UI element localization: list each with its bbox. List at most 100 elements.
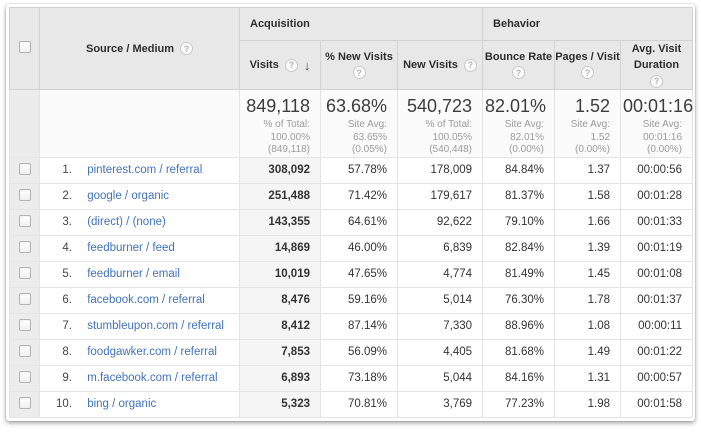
row-checkbox[interactable]	[18, 240, 31, 253]
avg-duration-cell: 00:01:19	[620, 234, 694, 262]
column-header-bounce-rate[interactable]: Bounce Rate ?	[482, 40, 556, 90]
pages-visit-cell: 1.08	[554, 312, 622, 340]
pct-new-visits-cell: 56.09%	[320, 338, 398, 366]
totals-row: 849,118 % of Total: 100.00% (849,118) 63…	[9, 89, 694, 158]
help-icon[interactable]: ?	[512, 66, 526, 79]
totals-avg-duration-cell: 00:01:16 Site Avg: 00:01:16 (0.00%)	[620, 89, 694, 158]
totals-visits-cell: 849,118 % of Total: 100.00% (849,118)	[239, 89, 321, 158]
bounce-rate-cell: 84.16%	[482, 364, 556, 392]
table-row: 5. feedburner / email 10,019 47.65% 4,77…	[9, 260, 694, 288]
source-medium-cell: 3. (direct) / (none)	[39, 208, 240, 236]
row-rank: 3.	[62, 216, 72, 228]
source-medium-link[interactable]: (direct) / (none)	[87, 216, 166, 228]
row-checkbox[interactable]	[18, 188, 31, 201]
checkbox-cell	[9, 208, 40, 236]
column-header-pages-visit[interactable]: Pages / Visit ?	[554, 40, 622, 90]
column-header-visits[interactable]: Visits ? ↓	[239, 40, 321, 90]
total-avg-duration: 00:01:16	[623, 96, 694, 116]
source-medium-cell: 4. feedburner / feed	[39, 234, 240, 262]
pages-visit-cell: 1.45	[554, 260, 622, 288]
table-row: 2. google / organic 251,488 71.42% 179,6…	[9, 182, 694, 210]
row-rank: 4.	[62, 242, 72, 254]
column-header-new-visits[interactable]: New Visits ?	[396, 40, 484, 90]
help-icon[interactable]: ?	[581, 66, 595, 79]
total-new-visits-subtext: % of Total: 100.05% (540,448)	[425, 119, 473, 155]
source-medium-label: Source / Medium	[85, 42, 175, 55]
help-icon[interactable]: ?	[650, 74, 664, 88]
group-header-acquisition: Acquisition	[238, 7, 484, 41]
new-visits-cell: 5,044	[396, 364, 484, 392]
bounce-rate-cell: 81.68%	[482, 338, 556, 366]
help-icon[interactable]: ?	[284, 58, 298, 72]
visits-cell: 14,869	[239, 234, 321, 262]
total-visits: 849,118	[246, 96, 310, 116]
source-medium-cell: 9. m.facebook.com / referral	[39, 364, 240, 392]
source-medium-link[interactable]: foodgawker.com / referral	[87, 346, 217, 358]
pct-new-visits-cell: 59.16%	[320, 286, 398, 314]
totals-pct-new-visits-cell: 63.68% Site Avg: 63.65% (0.05%)	[320, 89, 398, 158]
source-medium-link[interactable]: m.facebook.com / referral	[87, 372, 218, 384]
source-medium-link[interactable]: google / organic	[87, 190, 170, 202]
column-header-avg-visit-duration[interactable]: Avg. Visit Duration ?	[620, 40, 694, 90]
row-checkbox[interactable]	[18, 396, 31, 409]
visits-cell: 8,412	[239, 312, 321, 340]
pages-visit-cell: 1.39	[554, 234, 622, 262]
checkbox-cell	[9, 234, 40, 262]
avg-duration-cell: 00:01:08	[620, 260, 694, 288]
sort-descending-icon[interactable]: ↓	[303, 57, 311, 73]
row-checkbox[interactable]	[18, 344, 31, 357]
row-checkbox[interactable]	[18, 318, 31, 331]
checkbox-cell	[9, 338, 40, 366]
row-checkbox[interactable]	[18, 214, 31, 227]
visits-cell: 8,476	[239, 286, 321, 314]
source-medium-link[interactable]: facebook.com / referral	[87, 294, 205, 306]
new-visits-cell: 5,014	[396, 286, 484, 314]
new-visits-cell: 6,839	[396, 234, 484, 262]
source-medium-link[interactable]: pinterest.com / referral	[87, 164, 203, 176]
visits-cell: 143,355	[239, 208, 321, 236]
help-icon[interactable]: ?	[463, 58, 477, 72]
row-rank: 9.	[62, 372, 72, 384]
pct-new-visits-cell: 71.42%	[320, 182, 398, 210]
column-header-source-medium[interactable]: Source / Medium ?	[39, 7, 240, 90]
source-medium-cell: 10. bing / organic	[39, 390, 240, 418]
checkbox-cell	[9, 312, 40, 340]
help-icon[interactable]: ?	[352, 66, 366, 79]
total-pct-new-visits: 63.68%	[325, 96, 387, 116]
source-medium-link[interactable]: stumbleupon.com / referral	[87, 320, 224, 332]
table-row: 4. feedburner / feed 14,869 46.00% 6,839…	[9, 234, 694, 262]
analytics-table-screenshot: Source / Medium ? Acquisition Behavior V…	[6, 4, 695, 421]
column-header-pct-new-visits[interactable]: % New Visits ?	[320, 40, 398, 90]
row-checkbox[interactable]	[18, 162, 31, 175]
select-all-checkbox[interactable]	[18, 41, 31, 53]
table-row: 3. (direct) / (none) 143,355 64.61% 92,6…	[9, 208, 694, 236]
source-medium-link[interactable]: feedburner / email	[87, 268, 180, 280]
visits-cell: 5,323	[239, 390, 321, 418]
pages-visit-cell: 1.78	[554, 286, 622, 314]
new-visits-cell: 4,774	[396, 260, 484, 288]
row-checkbox[interactable]	[18, 370, 31, 383]
visits-cell: 7,853	[239, 338, 321, 366]
total-pages-visit: 1.52	[574, 96, 611, 116]
pages-visit-cell: 1.31	[554, 364, 622, 392]
pct-new-visits-cell: 64.61%	[320, 208, 398, 236]
select-all-header-cell	[9, 7, 40, 90]
table-row: 6. facebook.com / referral 8,476 59.16% …	[9, 286, 694, 314]
source-medium-cell: 8. foodgawker.com / referral	[39, 338, 240, 366]
help-icon[interactable]: ?	[180, 42, 194, 55]
pct-new-visits-cell: 73.18%	[320, 364, 398, 392]
group-header-behavior: Behavior	[482, 7, 694, 41]
row-checkbox[interactable]	[18, 266, 31, 279]
checkbox-cell	[9, 260, 40, 288]
checkbox-cell	[9, 182, 40, 210]
source-medium-cell: 2. google / organic	[39, 182, 240, 210]
source-medium-link[interactable]: bing / organic	[87, 398, 157, 410]
avg-duration-cell: 00:00:56	[620, 156, 694, 184]
row-checkbox[interactable]	[18, 292, 31, 305]
source-medium-cell: 7. stumbleupon.com / referral	[39, 312, 240, 340]
row-rank: 1.	[62, 164, 72, 176]
pct-new-visits-cell: 46.00%	[320, 234, 398, 262]
avg-duration-cell: 00:00:57	[620, 364, 694, 392]
source-medium-link[interactable]: feedburner / feed	[87, 242, 175, 254]
bounce-rate-cell: 81.49%	[482, 260, 556, 288]
